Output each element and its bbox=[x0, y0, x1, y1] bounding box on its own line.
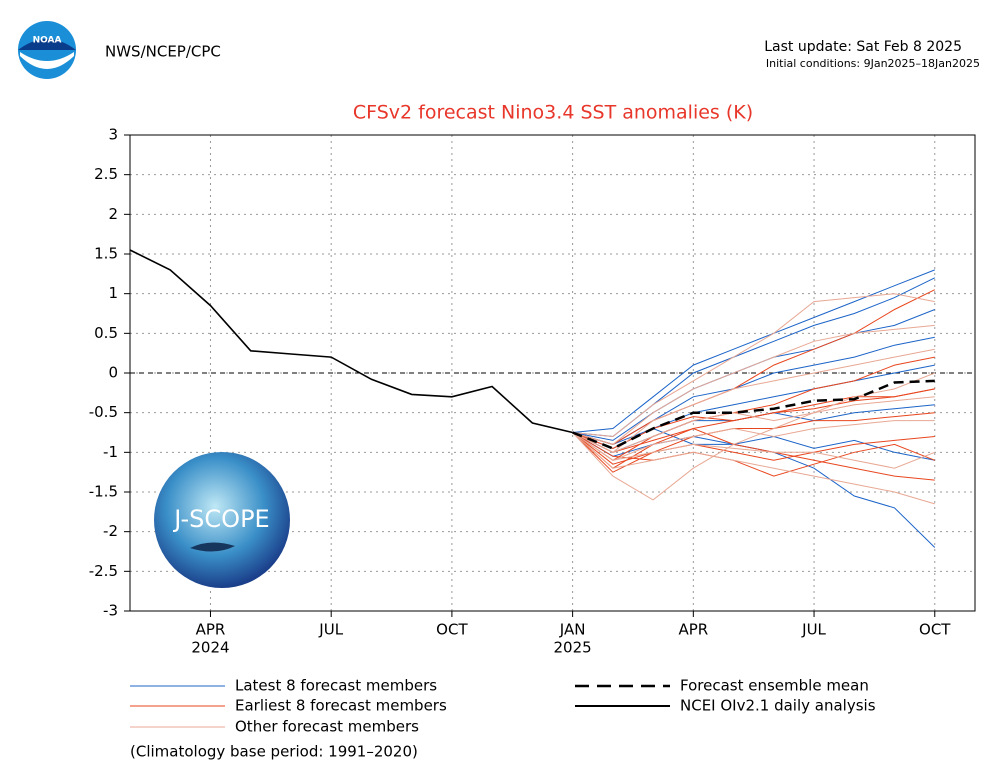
legend-label: Forecast ensemble mean bbox=[680, 677, 869, 695]
plot-frame bbox=[129, 134, 976, 612]
agency: NWS/NCEP/CPC bbox=[105, 43, 221, 61]
legend-label: Earliest 8 forecast members bbox=[235, 697, 447, 715]
legend-label: Latest 8 forecast members bbox=[235, 677, 437, 695]
jscope-logo: J-SCOPE bbox=[154, 452, 290, 588]
plot-area: -3 -2.5 -2 -1.5 -1 -0.5 0 0.5 1 1.5 2 2.5 3 APR JUL OCT… bbox=[89, 126, 976, 657]
noaa-logo: NOAA bbox=[18, 21, 76, 79]
y-tick-label: 2.5 bbox=[94, 165, 118, 183]
y-tick-label: 1 bbox=[108, 284, 118, 302]
member-line bbox=[572, 356, 935, 461]
y-tick-label: 3 bbox=[108, 126, 118, 144]
footnote: (Climatology base period: 1991–2020) bbox=[130, 743, 418, 761]
member-line bbox=[572, 269, 935, 433]
y-tick-label: 2 bbox=[108, 205, 118, 223]
member-line bbox=[572, 432, 935, 469]
y-tick-label: -0.5 bbox=[89, 403, 118, 421]
x-tick-label: JUL bbox=[801, 621, 826, 639]
legend-label: NCEI OIv2.1 daily analysis bbox=[680, 697, 876, 715]
noaa-text: NOAA bbox=[33, 36, 62, 46]
y-tick-label: -2 bbox=[103, 522, 118, 540]
member-line bbox=[572, 396, 935, 453]
y-tick-label: -2.5 bbox=[89, 562, 118, 580]
member-line bbox=[572, 348, 935, 453]
member-line bbox=[572, 324, 935, 445]
y-tick-label: 0 bbox=[108, 364, 118, 382]
x-year-label: 2024 bbox=[191, 639, 229, 657]
x-tick-label: JAN bbox=[559, 621, 586, 639]
member-line bbox=[572, 432, 935, 477]
member-line bbox=[572, 293, 935, 438]
x-tick-label: APR bbox=[678, 621, 708, 639]
analysis-line bbox=[129, 249, 573, 434]
member-line bbox=[572, 388, 935, 449]
y-tick-label: 0.5 bbox=[94, 324, 118, 342]
chart-title: CFSv2 forecast Nino3.4 SST anomalies (K) bbox=[353, 102, 753, 124]
y-tick-label: -1.5 bbox=[89, 483, 118, 501]
y-tick-label: -1 bbox=[103, 443, 118, 461]
y-tick-label: 1.5 bbox=[94, 245, 118, 263]
member-line bbox=[572, 420, 935, 461]
mean-line bbox=[572, 379, 935, 450]
x-tick-label: APR bbox=[196, 621, 226, 639]
member-line bbox=[572, 372, 935, 501]
x-tick-label: JUL bbox=[318, 621, 343, 639]
member-line bbox=[572, 432, 935, 505]
member-line bbox=[572, 289, 936, 445]
jscope-text: J-SCOPE bbox=[172, 505, 269, 533]
initial-conditions: Initial conditions: 9Jan2025–18Jan2025 bbox=[766, 57, 980, 70]
member-line bbox=[572, 432, 935, 473]
x-year-label: 2025 bbox=[554, 639, 592, 657]
member-line bbox=[572, 432, 935, 461]
x-tick-label: OCT bbox=[919, 621, 951, 639]
member-line bbox=[572, 427, 935, 481]
y-tick-label: -3 bbox=[103, 602, 118, 620]
last-update: Last update: Sat Feb 8 2025 bbox=[764, 39, 962, 55]
member-line bbox=[572, 309, 935, 441]
x-tick-label: OCT bbox=[436, 621, 468, 639]
legend-label: Other forecast members bbox=[235, 718, 419, 736]
